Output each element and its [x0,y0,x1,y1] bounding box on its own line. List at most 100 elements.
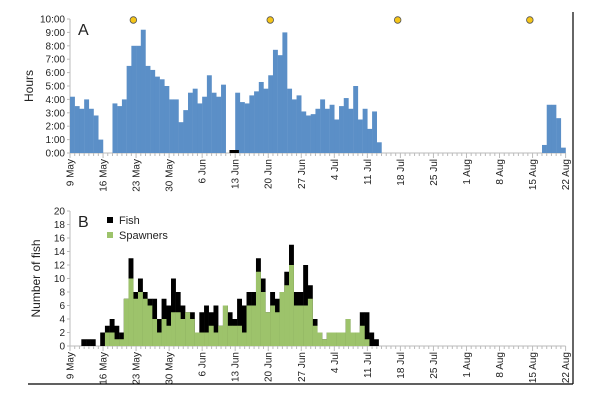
spawners-bar [133,298,139,346]
hours-bar [296,95,302,153]
hours-bar [70,96,75,153]
x-tick-label: 15 Aug [528,352,539,383]
hours-bar [235,92,241,153]
x-tick-label: 22 Aug [561,159,572,190]
spawners-bar [241,332,247,346]
spawners-bar [199,332,205,346]
x-tick-label: 6 Jun [198,159,209,183]
hours-bar [249,95,255,153]
y-tick-label: 14 [54,247,66,258]
fish-bar [204,305,209,346]
x-tick-label: 8 Aug [495,352,506,378]
hours-bar [136,45,141,153]
spawners-bar [336,332,342,346]
spawners-bar [345,319,351,346]
spawners-bar [331,332,337,346]
spawners-bar [156,332,162,346]
spawners-bar [307,298,313,346]
spawners-bar [284,285,290,346]
hours-bar [339,106,344,153]
hours-bar [173,99,179,153]
y-axis-label: Hours [22,70,36,102]
hours-bar [362,108,368,153]
x-tick-label: 13 Jun [231,352,242,382]
spawners-bar [204,332,209,346]
y-tick-label: 4 [59,315,65,326]
x-tick-label: 11 Jul [363,352,374,378]
x-tick-label: 27 Jun [297,159,308,189]
x-tick-label: 23 May [132,352,143,385]
spawners-bar [303,305,309,346]
spawners-bar [251,305,257,346]
y-tick-label: 10 [54,274,66,285]
hours-bar [183,110,189,153]
hours-bar [315,108,321,153]
spawners-bar [317,332,323,346]
y-tick-label: 18 [54,220,66,231]
spawners-bar [208,325,214,346]
hours-bar [164,86,170,153]
fish-bar [90,339,96,346]
spawners-bar [175,312,181,346]
spawners-bar [213,332,219,346]
spawners-bar [255,271,261,346]
spawners-bar [350,332,356,346]
hours-bar [329,104,335,153]
x-tick-label: 18 Jul [396,159,407,186]
spawners-bar [359,325,365,346]
y-tick-label: 6:00 [46,68,66,79]
fish-bar [213,305,219,346]
hours-bar [254,91,259,153]
hours-bar [353,86,359,153]
spawners-bar [237,325,243,346]
x-tick-label: 11 Jul [363,159,374,185]
hours-bar [206,75,212,153]
y-tick-label: 9:00 [46,28,66,39]
spawners-bar [180,319,186,346]
hours-bar [376,142,382,153]
x-tick-label: 30 May [165,159,176,192]
y-tick-label: 16 [54,234,66,245]
x-tick-label: 4 Jul [330,352,341,373]
spawners-bar [114,339,120,346]
spawners-bar [322,339,327,346]
spawners-bar [194,332,200,346]
legend-swatch-fish [107,217,113,223]
spawners-bar [326,332,332,346]
spawners-bar [171,312,176,346]
y-tick-label: 4:00 [46,95,66,106]
spawners-bar [142,298,148,346]
hours-bar [74,106,80,153]
spawners-bar [185,312,191,346]
spawners-bar [222,305,228,346]
panel-label: B [78,214,89,231]
x-tick-label: 16 May [99,159,110,192]
moon-marker [393,16,402,24]
y-tick-label: 2 [59,328,65,339]
hours-bar [239,102,245,153]
fish-bar [81,339,87,346]
hours-bar [282,32,288,153]
spawners-bar [312,325,318,346]
spawners-bar [260,292,266,346]
hours-bar [291,99,297,153]
hours-bar [121,99,127,153]
spawners-bar [123,298,129,346]
hours-bar [197,103,203,153]
y-tick-label: 0 [59,342,65,353]
x-tick-label: 22 Aug [561,352,572,383]
hours-bar [263,88,269,153]
fish-bar [373,339,379,346]
y-tick-label: 0:00 [46,149,66,160]
y-tick-label: 1:00 [46,135,66,146]
hours-bar [140,29,146,153]
fish-bar [237,298,243,346]
hours-bar [159,79,165,153]
y-tick-label: 6 [59,301,65,312]
hours-bar [154,76,160,153]
spawners-bar [274,312,280,346]
x-tick-label: 30 May [165,352,176,385]
x-tick-label: 1 Aug [462,352,473,378]
x-tick-label: 25 Jul [429,352,440,379]
